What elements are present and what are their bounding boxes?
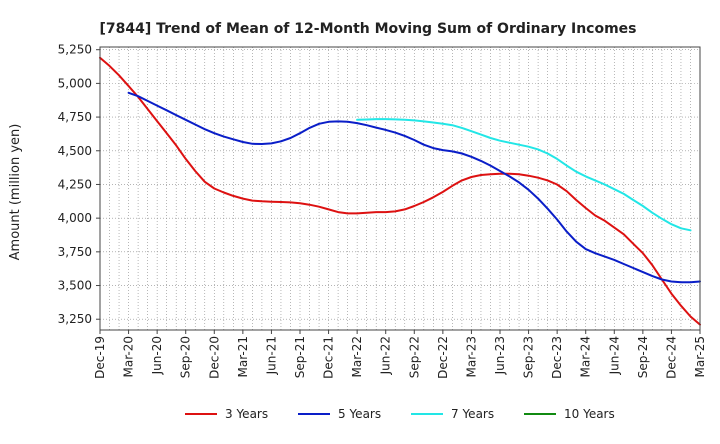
chart-title: [7844] Trend of Mean of 12-Month Moving … [99, 21, 636, 37]
x-tick-label: Dec-23 [550, 336, 564, 379]
plot-area [100, 47, 700, 330]
x-tick-label: Mar-24 [579, 336, 593, 377]
x-tick-label: Mar-21 [236, 336, 250, 377]
x-tick-label: Dec-21 [322, 336, 336, 379]
x-tick-label: Mar-22 [350, 336, 364, 377]
x-tick-label: Mar-20 [122, 336, 136, 377]
y-tick-label: 3,750 [58, 245, 92, 259]
series-line-7-years [356, 118, 692, 232]
y-tick-label: 4,000 [58, 211, 92, 225]
x-tick-label: Dec-19 [93, 336, 107, 379]
y-tick-label: 5,250 [58, 43, 92, 57]
grid-lines [100, 47, 700, 330]
legend-label-5-years: 5 Years [338, 407, 381, 421]
x-tick-label: Sep-21 [293, 336, 307, 378]
y-tick-label: 3,250 [58, 312, 92, 326]
x-tick-label: Mar-25 [693, 336, 707, 377]
x-tick-label: Sep-20 [179, 336, 193, 378]
legend-label-7-years: 7 Years [451, 407, 494, 421]
x-tick-label: Jun-21 [264, 336, 278, 375]
series-line-3-years [99, 56, 701, 326]
legend-label-10-years: 10 Years [564, 407, 615, 421]
x-tick-label: Sep-22 [407, 336, 421, 378]
x-tick-label: Jun-24 [607, 336, 621, 375]
series-line-5-years [127, 91, 701, 284]
y-tick-label: 5,000 [58, 76, 92, 90]
series-lines [99, 56, 701, 326]
x-tick-label: Dec-24 [664, 336, 678, 379]
x-tick-label: Jun-22 [379, 336, 393, 375]
y-axis-ticks: 3,250 3,500 3,750 4,000 4,250 4,500 4,750 5,000… [58, 43, 100, 326]
x-tick-label: Dec-20 [207, 336, 221, 379]
x-axis-ticks: Dec-19 Mar-20 Jun-20 Sep-20 Dec-20 Mar-21 Jun-… [93, 330, 707, 379]
plot-border [99, 46, 701, 331]
y-tick-label: 4,500 [58, 144, 92, 158]
y-tick-label: 4,250 [58, 177, 92, 191]
legend-label-3-years: 3 Years [225, 407, 268, 421]
x-tick-label: Jun-23 [493, 336, 507, 375]
x-tick-label: Sep-24 [636, 336, 650, 378]
y-tick-label: 3,500 [58, 279, 92, 293]
x-tick-label: Jun-20 [150, 336, 164, 375]
legend: 3 Years 5 Years 7 Years 10 Years [185, 407, 615, 421]
x-tick-label: Dec-22 [436, 336, 450, 379]
y-axis-label: Amount (million yen) [8, 124, 23, 261]
x-tick-label: Mar-23 [464, 336, 478, 377]
x-tick-label: Sep-23 [522, 336, 536, 378]
y-tick-label: 4,750 [58, 110, 92, 124]
